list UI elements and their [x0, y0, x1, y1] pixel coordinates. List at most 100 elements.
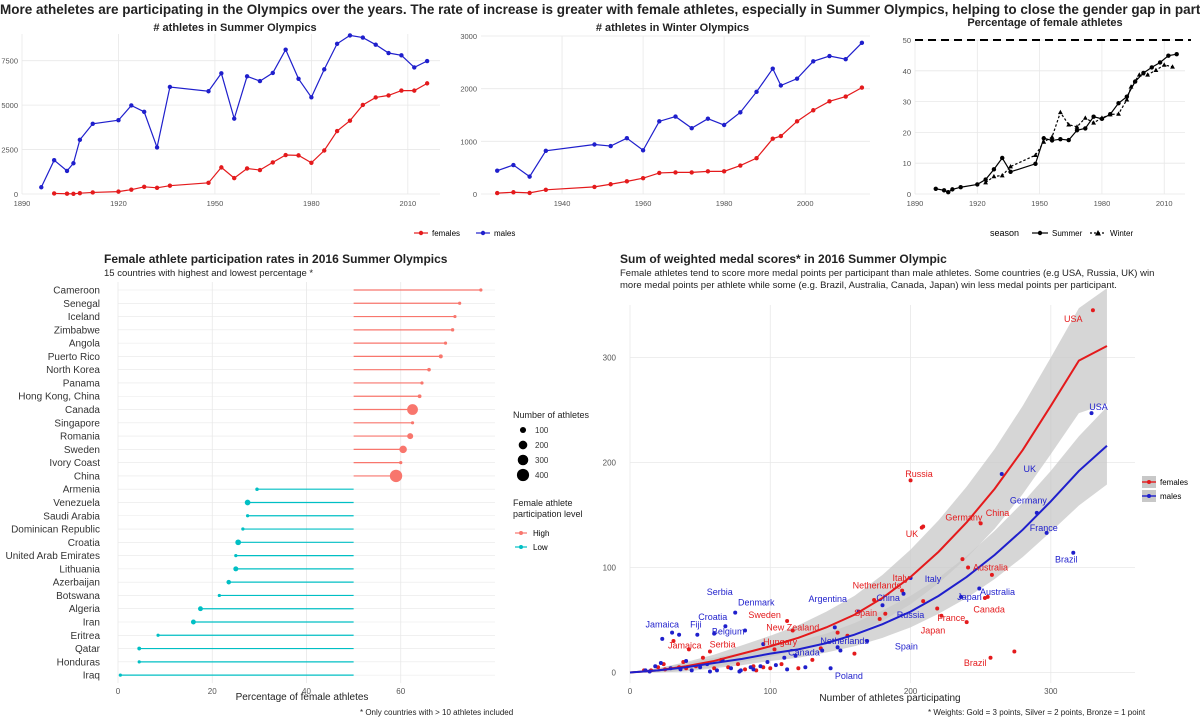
gender-legend: females males — [414, 229, 515, 238]
x-tick-label: 1980 — [716, 199, 733, 208]
country-label: Honduras — [57, 657, 100, 668]
country-label: Senegal — [63, 299, 100, 310]
scatter-point-females — [785, 619, 790, 624]
country-label-females: Japan — [921, 626, 946, 636]
scatter-point-females — [779, 662, 784, 667]
point-Summer — [1091, 114, 1096, 119]
point-Winter — [1066, 122, 1072, 127]
country-label: Iran — [83, 618, 100, 629]
point-Winter — [1128, 84, 1134, 89]
point-males — [322, 67, 327, 72]
y-tick-label: 30 — [903, 98, 911, 107]
country-label-females: New Zealand — [766, 623, 819, 633]
point-males — [657, 119, 662, 124]
lollipop-dot — [443, 341, 448, 345]
point-females — [232, 175, 237, 181]
lollipop-dot — [458, 301, 462, 305]
point-females — [244, 166, 250, 171]
country-label: Botswana — [56, 591, 100, 602]
y-tick-label: 3000 — [460, 32, 477, 41]
lollipop-dot — [420, 381, 424, 385]
country-label-males: Poland — [835, 671, 863, 681]
point-Winter — [1033, 152, 1038, 157]
series-line-females — [54, 82, 428, 195]
point-males — [71, 161, 76, 166]
scatter-footnote: * Weights: Gold = 3 points, Silver = 2 p… — [928, 708, 1146, 717]
country-label: Panama — [63, 378, 101, 389]
size-legend-label: 200 — [535, 441, 549, 450]
lollipop-dot — [233, 566, 239, 572]
country-label-females: Hungary — [763, 637, 798, 647]
scatter-point-females — [852, 651, 857, 656]
scatter-legend-males-label: males — [1160, 492, 1181, 501]
country-label-males: Germany — [1010, 495, 1048, 505]
lollipop-dot — [226, 579, 232, 585]
lollipop-dot — [479, 288, 483, 292]
point-females — [141, 184, 147, 190]
point-males — [386, 50, 391, 56]
scatter-point-females — [835, 630, 840, 635]
x-tick-label: 2010 — [1156, 199, 1173, 208]
point-females — [167, 183, 173, 188]
x-tick-label: 0 — [116, 687, 121, 696]
scatter-point-males — [714, 668, 719, 673]
scatter-chart-subtitle: Female athletes tend to score more medal… — [620, 268, 1155, 291]
country-label-males: Brazil — [1055, 554, 1078, 564]
scatter-point-males — [733, 610, 738, 615]
country-label: Qatar — [75, 644, 101, 655]
point-females — [738, 163, 743, 168]
point-males — [527, 174, 532, 179]
point-Winter — [1107, 111, 1113, 117]
point-males — [770, 66, 775, 71]
lollipop-dot — [438, 354, 443, 359]
point-females — [640, 176, 646, 181]
country-label: Zimbabwe — [54, 325, 101, 336]
point-Summer — [1074, 128, 1080, 133]
scatter-point-females — [900, 588, 905, 593]
scatter-point-males — [793, 653, 798, 658]
country-label-males: Canada — [788, 648, 820, 658]
country-label-males: China — [876, 593, 900, 603]
point-females — [608, 182, 613, 187]
series-line-females — [497, 87, 863, 194]
country-label: Singapore — [54, 418, 100, 429]
x-tick-label: 1980 — [1094, 199, 1111, 208]
point-females — [673, 170, 678, 175]
scatter-point-males — [1089, 411, 1094, 416]
scatter-point-females — [921, 524, 926, 529]
point-females — [129, 187, 134, 192]
point-females — [543, 187, 549, 192]
lollipop-dot — [450, 328, 455, 332]
x-tick-label: 2010 — [400, 199, 417, 208]
season-legend-title: season — [990, 228, 1019, 238]
country-label-males: Netherlands — [820, 636, 869, 646]
point-females — [721, 169, 727, 174]
country-label-females: UK — [906, 529, 919, 539]
scatter-point-males — [684, 658, 689, 663]
lollipop-dot — [427, 367, 431, 372]
legend-winter-marker — [1095, 230, 1101, 236]
lollipop-dot — [399, 445, 407, 454]
point-males — [39, 185, 44, 190]
scatter-point-males — [658, 661, 663, 666]
scatter-point-males — [959, 594, 964, 599]
point-females — [811, 108, 816, 113]
point-males — [721, 122, 727, 128]
scatter-chart-title: Sum of weighted medal scores* in 2016 Su… — [620, 252, 947, 266]
country-label-males: France — [1030, 523, 1058, 533]
point-females — [257, 167, 263, 173]
point-Summer — [958, 185, 963, 190]
x-tick-label: 1890 — [907, 199, 924, 208]
point-males — [167, 84, 173, 90]
point-Summer — [1049, 138, 1055, 143]
fit-line-males — [629, 444, 1108, 674]
point-males — [592, 142, 597, 147]
level-high-marker — [519, 531, 523, 535]
lollipop-footnote: * Only countries with > 10 athletes incl… — [360, 708, 514, 717]
lollipop-dot — [244, 499, 251, 506]
scatter-point-females — [736, 662, 741, 667]
scatter-point-females — [810, 657, 815, 662]
scatter-x-axis-title: Number of athletes participating — [819, 693, 961, 704]
lollipop-dot — [389, 469, 403, 483]
